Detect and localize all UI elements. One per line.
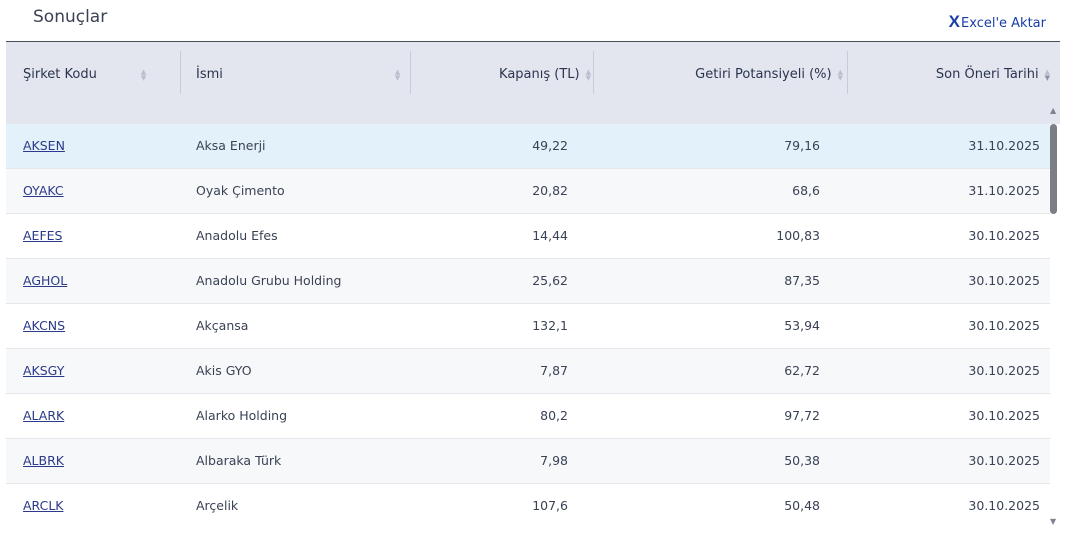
recommendation-date: 30.10.2025 (968, 318, 1040, 333)
table-row[interactable]: ALARK Alarko Holding 80,2 97,72 30.10.2025 (6, 394, 1050, 439)
column-header-name[interactable]: İsmi ▲ ▼ (196, 67, 400, 82)
sort-icon[interactable]: ▲ ▼ (837, 67, 843, 82)
close-price: 25,62 (532, 273, 568, 288)
table-header: Şirket Kodu ▲ ▼ İsmi ▲ ▼ Kapanış (TL) ▲ ▼ G… (6, 42, 1060, 124)
recommendation-date: 30.10.2025 (968, 453, 1040, 468)
recommendation-date: 30.10.2025 (968, 498, 1040, 513)
column-header-code[interactable]: Şirket Kodu ▲ ▼ (23, 67, 146, 82)
close-price: 20,82 (532, 183, 568, 198)
company-name: Aksa Enerji (196, 138, 266, 153)
close-price: 7,98 (540, 453, 568, 468)
company-code-link[interactable]: ALBRK (23, 453, 64, 468)
table-row[interactable]: AGHOL Anadolu Grubu Holding 25,62 87,35 30.1… (6, 259, 1050, 304)
return-potential: 50,38 (784, 453, 820, 468)
close-price: 107,6 (532, 498, 568, 513)
company-name: Anadolu Grubu Holding (196, 273, 342, 288)
company-name: Oyak Çimento (196, 183, 285, 198)
column-divider[interactable] (410, 51, 411, 94)
company-name: Albaraka Türk (196, 453, 282, 468)
close-price: 14,44 (532, 228, 568, 243)
return-potential: 50,48 (784, 498, 820, 513)
company-name: Akçansa (196, 318, 249, 333)
column-label: İsmi (196, 67, 223, 82)
export-excel-button[interactable]: X Excel'e Aktar (949, 12, 1046, 32)
export-excel-label: Excel'e Aktar (961, 16, 1046, 31)
column-label: Son Öneri Tarihi (935, 67, 1039, 82)
company-code-link[interactable]: AEFES (23, 228, 63, 243)
company-name: Akis GYO (196, 363, 252, 378)
company-code-link[interactable]: AGHOL (23, 273, 68, 288)
sort-desc-icon[interactable]: ▲ ▼ (1044, 67, 1050, 82)
table-row[interactable]: AKCNS Akçansa 132,1 53,94 30.10.2025 (6, 304, 1050, 349)
scrollbar-thumb[interactable] (1050, 124, 1057, 214)
company-code-link[interactable]: ALARK (23, 408, 65, 423)
table-row[interactable]: AKSEN Aksa Enerji 49,22 79,16 31.10.2025 (6, 124, 1050, 169)
company-code-link[interactable]: AKCNS (23, 318, 66, 333)
company-code-link[interactable]: AKSEN (23, 138, 65, 153)
page-title: Sonuçlar (33, 7, 108, 27)
recommendation-date: 30.10.2025 (968, 273, 1040, 288)
recommendation-date: 31.10.2025 (968, 138, 1040, 153)
company-name: Arçelik (196, 498, 239, 513)
column-divider[interactable] (593, 51, 594, 94)
scroll-up-icon[interactable]: ▲ (1050, 106, 1057, 115)
company-code-link[interactable]: OYAKC (23, 183, 64, 198)
scroll-down-icon[interactable]: ▼ (1050, 517, 1057, 526)
vertical-scrollbar[interactable]: ▲ ▼ (1047, 106, 1060, 526)
close-price: 132,1 (532, 318, 568, 333)
return-potential: 53,94 (784, 318, 820, 333)
sort-icon[interactable]: ▲ ▼ (394, 67, 401, 82)
recommendation-date: 30.10.2025 (968, 363, 1040, 378)
results-table: Şirket Kodu ▲ ▼ İsmi ▲ ▼ Kapanış (TL) ▲ ▼ G… (6, 41, 1060, 528)
column-header-date[interactable]: Son Öneri Tarihi ▲ ▼ (936, 67, 1050, 82)
column-label: Kapanış (TL) (499, 67, 580, 82)
column-header-potential[interactable]: Getiri Potansiyeli (%) ▲ ▼ (695, 67, 843, 82)
table-body: AKSEN Aksa Enerji 49,22 79,16 31.10.2025 OYAK… (6, 124, 1050, 528)
return-potential: 87,35 (784, 273, 820, 288)
table-row[interactable]: AEFES Anadolu Efes 14,44 100,83 30.10.2025 (6, 214, 1050, 259)
table-row[interactable]: ARCLK Arçelik 107,6 50,48 30.10.2025 (6, 484, 1050, 528)
table-row[interactable]: OYAKC Oyak Çimento 20,82 68,6 31.10.2025 (6, 169, 1050, 214)
return-potential: 79,16 (784, 138, 820, 153)
company-name: Alarko Holding (196, 408, 288, 423)
close-price: 49,22 (532, 138, 568, 153)
recommendation-date: 30.10.2025 (968, 228, 1040, 243)
sort-icon[interactable]: ▲ ▼ (585, 67, 591, 82)
column-header-close[interactable]: Kapanış (TL) ▲ ▼ (499, 67, 591, 82)
return-potential: 100,83 (776, 228, 820, 243)
return-potential: 62,72 (784, 363, 820, 378)
table-row[interactable]: ALBRK Albaraka Türk 7,98 50,38 30.10.2025 (6, 439, 1050, 484)
return-potential: 68,6 (792, 183, 820, 198)
close-price: 7,87 (540, 363, 568, 378)
company-code-link[interactable]: ARCLK (23, 498, 64, 513)
column-label: Getiri Potansiyeli (%) (695, 67, 832, 82)
table-row[interactable]: AKSGY Akis GYO 7,87 62,72 30.10.2025 (6, 349, 1050, 394)
company-code-link[interactable]: AKSGY (23, 363, 65, 378)
return-potential: 97,72 (784, 408, 820, 423)
column-divider[interactable] (180, 51, 181, 94)
recommendation-date: 30.10.2025 (968, 408, 1040, 423)
company-name: Anadolu Efes (196, 228, 278, 243)
sort-icon[interactable]: ▲ ▼ (140, 67, 147, 82)
close-price: 80,2 (540, 408, 568, 423)
column-divider[interactable] (847, 51, 848, 94)
column-label: Şirket Kodu (23, 67, 97, 82)
recommendation-date: 31.10.2025 (968, 183, 1040, 198)
excel-x-icon: X (948, 12, 961, 31)
